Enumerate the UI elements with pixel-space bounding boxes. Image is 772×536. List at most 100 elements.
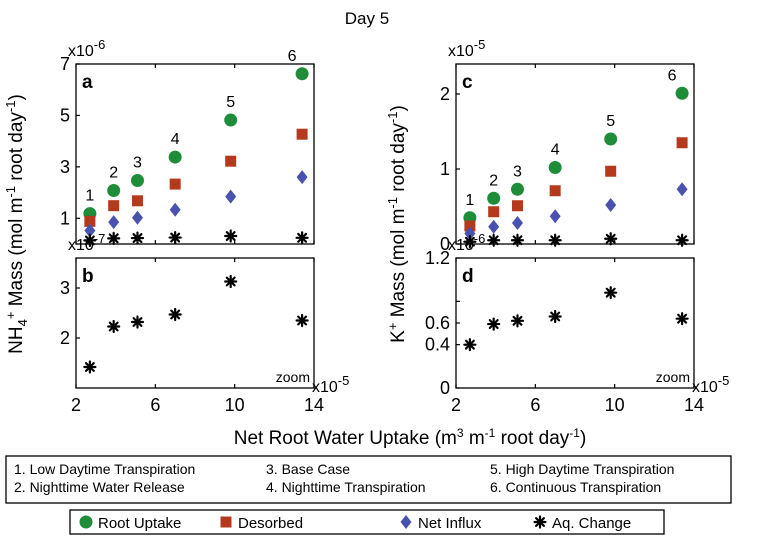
marker-legend: Root Uptake Desorbed Net Influx Aq. Change	[69, 509, 665, 535]
panel-c-point-label: 6	[668, 67, 677, 84]
panel-d-x-exponent: x10-5	[692, 373, 729, 396]
panel-a-point-aq-change	[107, 231, 121, 245]
panel-b-point-aq-change	[83, 360, 97, 374]
panel-d-annotation: zoom	[656, 369, 690, 385]
panel-c-point-desorbed	[511, 200, 523, 212]
panel-c-point-root-uptake	[604, 132, 618, 146]
marker-legend-label-desorbed: Desorbed	[238, 515, 303, 532]
marker-legend-label-root-uptake: Root Uptake	[98, 515, 181, 532]
panel-c-ytick-label: 2	[440, 84, 450, 104]
panel-c-point-aq-change	[487, 233, 501, 247]
marker-legend-symbol-net-influx	[400, 515, 412, 529]
panel-c-point-net-influx	[605, 198, 617, 212]
panel-a-point-root-uptake	[107, 184, 121, 198]
scenario-legend: 1. Low Daytime Transpiration 2. Nighttim…	[5, 455, 732, 504]
panel-a-point-net-influx	[84, 223, 96, 238]
panel-c-point-desorbed	[676, 137, 688, 149]
panel-c-point-root-uptake	[487, 191, 501, 205]
panel-d-ytick-label: 0	[440, 378, 450, 398]
marker-legend-label-aq-change: Aq. Change	[552, 515, 631, 532]
panel-a-label: a	[82, 72, 93, 93]
panel-a-y-axis-label: NH4+ Mass (mol m-1 root day-1)	[3, 94, 30, 354]
panel-a-point-aq-change	[224, 229, 238, 243]
panel-d-xtick-label: 10	[605, 395, 625, 415]
panel-b-xtick-label: 2	[71, 395, 81, 415]
panel-a-point-desorbed	[84, 215, 96, 227]
panel-a-point-net-influx	[131, 210, 143, 225]
panel-c-y-axis-label: K+ Mass (mol m-1 root day-1)	[385, 105, 409, 343]
panel-c-point-label: 3	[513, 163, 522, 180]
panel-c-point-aq-change	[548, 233, 562, 247]
scenario-legend-item-6: 6. Continuous Transpiration	[490, 479, 661, 495]
panel-a-y-exponent: x10-6	[68, 37, 105, 60]
panel-a-point-root-uptake	[168, 150, 182, 164]
panel-a-point-desorbed	[225, 155, 237, 167]
panel-b-label: b	[82, 266, 94, 287]
panel-b-xtick-label: 6	[150, 395, 160, 415]
panel-c-point-root-uptake	[548, 161, 562, 174]
panel-c-point-aq-change	[463, 235, 477, 249]
panel-b-point-aq-change	[295, 313, 309, 328]
panel-c-point-aq-change	[510, 233, 525, 247]
panel-b-point-aq-change	[168, 307, 182, 322]
panel-c-point-net-influx	[676, 182, 688, 197]
panel-c-point-desorbed	[549, 185, 561, 197]
panel-a-point-label: 5	[226, 94, 235, 111]
panel-c-ytick-label: 0	[440, 234, 450, 254]
panel-b-point-aq-change	[130, 315, 145, 329]
panel-c-point-desorbed	[464, 220, 476, 232]
panel-a-point-label: 1	[85, 188, 94, 205]
panel-a-ytick-label: 5	[60, 105, 70, 125]
panel-d-xtick-label: 6	[530, 395, 540, 415]
panel-d-ytick-label: 1.2	[425, 248, 450, 268]
panel-b-y-exponent: x10-7	[68, 231, 105, 254]
panel-c-point-aq-change	[675, 233, 689, 247]
panel-a-point-desorbed	[131, 195, 143, 207]
scenario-legend-item-2: 2. Nighttime Water Release	[14, 479, 185, 495]
panel-d-point-aq-change	[510, 314, 525, 328]
panel-d-ytick-label: 0.6	[425, 313, 450, 333]
panel-a-point-desorbed	[169, 178, 181, 190]
marker-legend-box	[69, 509, 665, 535]
panel-a-point-root-uptake	[295, 67, 309, 81]
marker-legend-symbol-desorbed	[220, 516, 232, 528]
panel-a-point-net-influx	[108, 215, 120, 230]
panel-c-point-desorbed	[488, 206, 500, 218]
panel-a-point-aq-change	[295, 231, 309, 245]
panel-d-ytick-label: 0.4	[425, 335, 450, 355]
panel-c-point-label: 4	[551, 142, 560, 159]
panel-b-ytick-label: 2	[60, 328, 70, 348]
panel-c-point-net-influx	[464, 226, 476, 241]
panel-a-point-net-influx	[225, 189, 237, 204]
panel-c-ytick-label: 1	[440, 159, 450, 179]
panel-a-point-label: 3	[133, 154, 142, 171]
panel-c-point-net-influx	[549, 209, 561, 224]
panel-a-point-label: 2	[109, 165, 118, 182]
panel-a-frame	[75, 63, 315, 245]
panel-d-xtick-label: 14	[684, 395, 704, 415]
panel-c-point-label: 2	[489, 172, 498, 189]
panel-a-point-root-uptake	[130, 173, 144, 187]
panel-c-point-label: 5	[606, 113, 615, 130]
panel-d-point-aq-change	[487, 317, 501, 331]
panel-c-point-label: 1	[465, 192, 474, 209]
panel-b-ytick-label: 3	[60, 278, 70, 298]
panel-a-point-label: 4	[171, 131, 180, 148]
panel-a-ytick-label: 1	[60, 208, 70, 228]
marker-legend-label-net-influx: Net Influx	[418, 515, 482, 532]
panel-d-xtick-label: 2	[451, 395, 461, 415]
scenario-legend-item-3: 3. Base Case	[266, 461, 350, 477]
panel-b-point-aq-change	[224, 274, 238, 289]
panel-c-y-exponent: x10-5	[448, 37, 485, 60]
panel-c-point-net-influx	[511, 216, 523, 230]
panel-a-point-net-influx	[296, 170, 308, 185]
panel-d-point-aq-change	[548, 309, 562, 324]
panel-d-point-aq-change	[604, 286, 618, 300]
figure-title: Day 5	[345, 9, 389, 28]
panel-c-point-aq-change	[604, 232, 618, 246]
panel-a-point-desorbed	[108, 200, 120, 212]
panel-c-label: c	[462, 72, 473, 93]
panel-b-xtick-label: 10	[225, 395, 245, 415]
